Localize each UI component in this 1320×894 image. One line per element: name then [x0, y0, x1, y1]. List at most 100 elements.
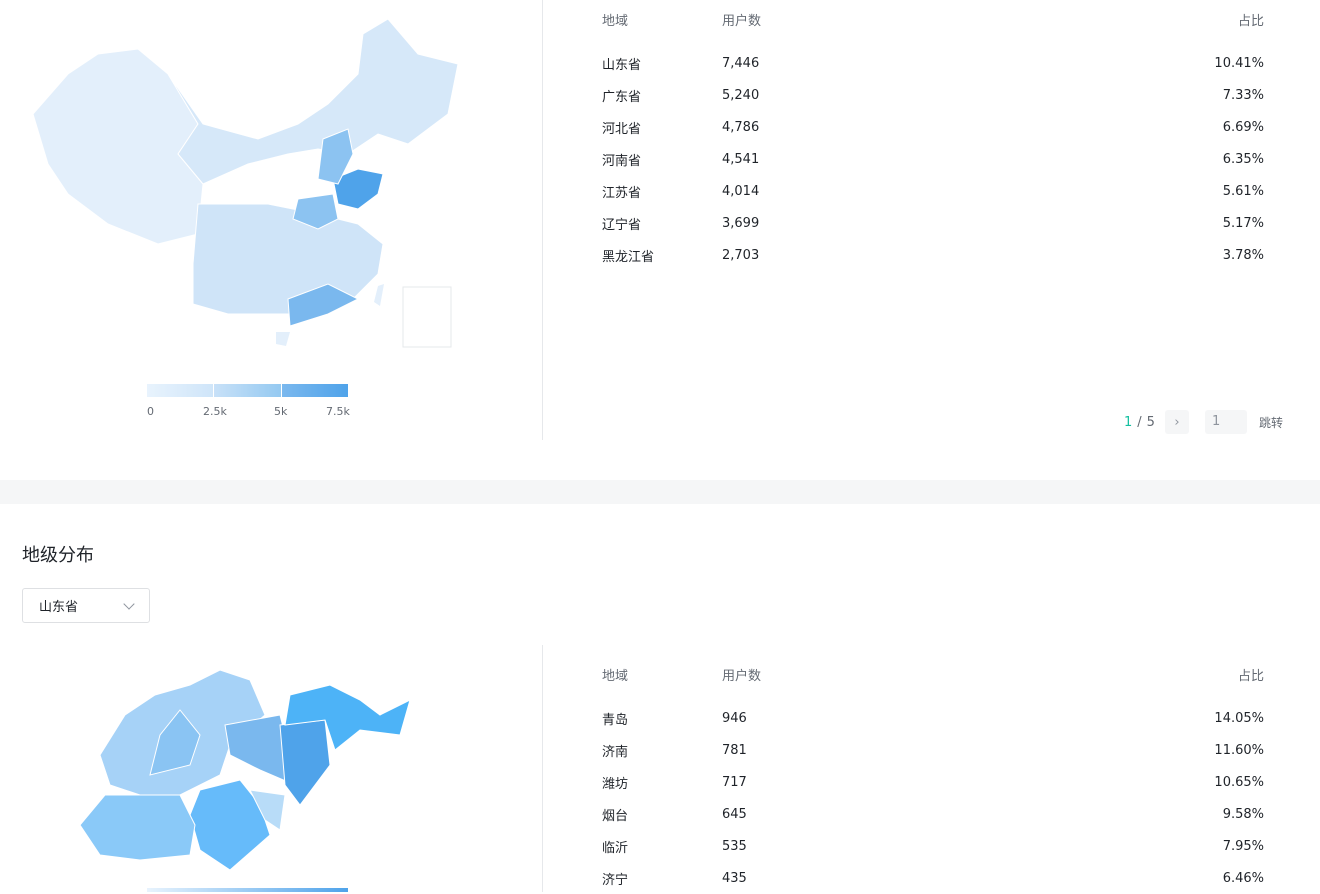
- table-row: 山东省 7,446 10.41%: [602, 47, 1264, 79]
- cell-users: 2,703: [722, 247, 760, 263]
- current-page: 1: [1124, 414, 1133, 430]
- cell-share: 7.95%: [1222, 838, 1264, 854]
- table-row: 青岛 946 14.05%: [602, 702, 1264, 734]
- cell-share: 5.61%: [1222, 183, 1264, 199]
- map-region-shandong[interactable]: [332, 168, 384, 210]
- cell-share: 9.58%: [1222, 806, 1264, 822]
- cell-region: 广东省: [602, 89, 642, 105]
- header-users[interactable]: 用户数: [722, 668, 762, 684]
- table-row: 河北省 4,786 6.69%: [602, 111, 1264, 143]
- header-share[interactable]: 占比: [1237, 13, 1264, 29]
- color-legend: [147, 384, 348, 397]
- legend-tick: 2.5k: [203, 405, 227, 418]
- cell-users: 4,786: [722, 119, 760, 135]
- map-region-north[interactable]: [167, 18, 459, 185]
- header-region[interactable]: 地域: [602, 668, 629, 684]
- table-row: 烟台 645 9.58%: [602, 798, 1264, 830]
- cell-users: 3,699: [722, 215, 760, 231]
- cell-users: 5,240: [722, 87, 760, 103]
- cell-share: 6.46%: [1222, 870, 1264, 886]
- cell-share: 3.78%: [1222, 247, 1264, 263]
- section-separator: [0, 480, 1320, 504]
- total-pages: 5: [1146, 414, 1155, 430]
- south-china-sea-inset: [402, 286, 452, 348]
- cell-region: 济宁: [602, 872, 629, 888]
- cell-region: 河南省: [602, 153, 642, 169]
- section-title: 地级分布: [22, 545, 94, 566]
- map-region-yantai[interactable]: [284, 684, 411, 751]
- header-share[interactable]: 占比: [1237, 668, 1264, 684]
- header-region[interactable]: 地域: [602, 13, 629, 29]
- cell-share: 10.41%: [1214, 55, 1264, 71]
- cell-share: 14.05%: [1214, 710, 1264, 726]
- map-region-taiwan[interactable]: [374, 284, 384, 306]
- map-region-hainan[interactable]: [276, 332, 290, 346]
- header-users[interactable]: 用户数: [722, 13, 762, 29]
- cell-users: 717: [722, 774, 747, 790]
- color-legend-city: [147, 888, 348, 892]
- jump-button[interactable]: 跳转: [1258, 415, 1283, 430]
- table-row: 广东省 5,240 7.33%: [602, 79, 1264, 111]
- cell-users: 645: [722, 806, 747, 822]
- cell-users: 946: [722, 710, 747, 726]
- legend-tick: 5k: [274, 405, 288, 418]
- cell-region: 江苏省: [602, 185, 642, 201]
- cell-share: 6.69%: [1222, 119, 1264, 135]
- table-row: 济南 781 11.60%: [602, 734, 1264, 766]
- cell-users: 4,014: [722, 183, 760, 199]
- cell-region: 烟台: [602, 808, 629, 824]
- cell-region: 辽宁省: [602, 217, 642, 233]
- select-value: 山东省: [39, 600, 79, 615]
- cell-share: 7.33%: [1222, 87, 1264, 103]
- cell-users: 7,446: [722, 55, 760, 71]
- cell-share: 11.60%: [1214, 742, 1264, 758]
- province-table: 地域 用户数 占比 山东省 7,446 10.41% 广东省 5,240 7.33% 河北省…: [602, 9, 1264, 271]
- next-page-button[interactable]: ›: [1164, 410, 1189, 434]
- jump-page-input[interactable]: 1: [1204, 410, 1247, 434]
- table-row: 济宁 435 6.46%: [602, 862, 1264, 894]
- table-row: 潍坊 717 10.65%: [602, 766, 1264, 798]
- chevron-right-icon: ›: [1174, 414, 1180, 430]
- cell-users: 435: [722, 870, 747, 886]
- table-row: 临沂 535 7.95%: [602, 830, 1264, 862]
- table-row: 河南省 4,541 6.35%: [602, 143, 1264, 175]
- cell-share: 5.17%: [1222, 215, 1264, 231]
- map-region-jinan[interactable]: [149, 709, 201, 776]
- cell-region: 济南: [602, 744, 629, 760]
- province-select[interactable]: 山东省: [22, 588, 150, 623]
- map-region-guangdong[interactable]: [287, 283, 360, 327]
- cell-share: 10.65%: [1214, 774, 1264, 790]
- cell-share: 6.35%: [1222, 151, 1264, 167]
- legend-tick: 7.5k: [326, 405, 350, 418]
- table-header: 地域 用户数 占比: [602, 9, 1264, 29]
- divider: [542, 0, 543, 440]
- shandong-map[interactable]: [80, 655, 420, 875]
- cell-users: 535: [722, 838, 747, 854]
- province-distribution-section: 0 2.5k 5k 7.5k 地域 用户数 占比 山东省 7,446 10.41% 广…: [0, 0, 1320, 440]
- cell-users: 4,541: [722, 151, 760, 167]
- divider: [542, 645, 543, 892]
- page-separator: /: [1137, 414, 1142, 430]
- map-region-hebei[interactable]: [317, 128, 354, 185]
- map-region-rizhao[interactable]: [249, 789, 286, 831]
- table-row: 黑龙江省 2,703 3.78%: [602, 239, 1264, 271]
- cell-region: 青岛: [602, 712, 629, 728]
- legend-tick: 0: [147, 405, 154, 418]
- china-map[interactable]: [28, 14, 468, 354]
- map-region-qingdao[interactable]: [279, 719, 331, 806]
- cell-region: 黑龙江省: [602, 249, 655, 265]
- table-header: 地域 用户数 占比: [602, 664, 1264, 684]
- cell-region: 潍坊: [602, 776, 629, 792]
- map-region-southwest[interactable]: [80, 794, 196, 861]
- map-region-henan[interactable]: [292, 193, 339, 230]
- cell-region: 山东省: [602, 57, 642, 73]
- cell-region: 河北省: [602, 121, 642, 137]
- table-row: 江苏省 4,014 5.61%: [602, 175, 1264, 207]
- table-row: 辽宁省 3,699 5.17%: [602, 207, 1264, 239]
- map-region-west[interactable]: [32, 48, 204, 245]
- cell-region: 临沂: [602, 840, 629, 856]
- cell-users: 781: [722, 742, 747, 758]
- chevron-down-icon: [123, 597, 135, 610]
- pagination: 1 / 5 › 1 跳转: [1124, 410, 1283, 434]
- city-table: 地域 用户数 占比 青岛 946 14.05% 济南 781 11.60% 潍坊 717 10.…: [602, 664, 1264, 894]
